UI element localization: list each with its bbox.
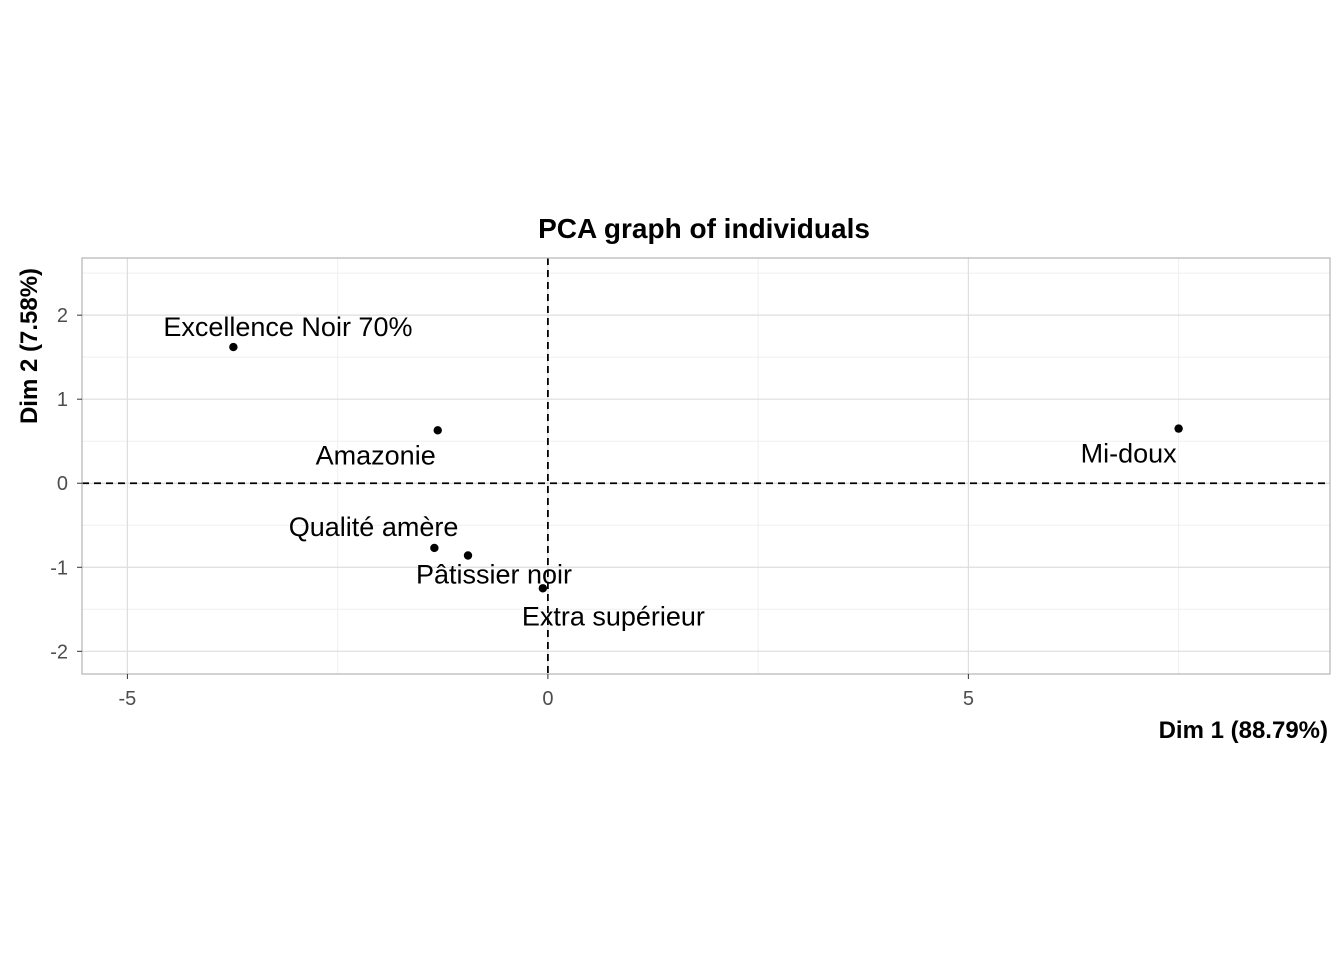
data-point [538, 584, 548, 593]
minor-gridlines [82, 258, 1330, 674]
point-label: Qualité amère [289, 512, 459, 542]
y-tick-label: 2 [57, 305, 68, 327]
data-point [463, 551, 473, 560]
y-axis-ticks: -2 -1 0 1 2 [50, 305, 82, 663]
point-label: Amazonie [316, 440, 436, 470]
data-point [1174, 424, 1183, 433]
y-tick-label: 1 [57, 389, 68, 411]
x-axis-ticks: -5 0 5 [119, 674, 974, 710]
data-points [229, 342, 1183, 593]
point-label: Excellence Noir 70% [163, 312, 412, 342]
x-axis-title: Dim 1 (88.79%) [1159, 717, 1328, 744]
chart-title: PCA graph of individuals [538, 213, 870, 244]
point-labels: Excellence Noir 70% Amazonie Mi-doux Qualit… [163, 312, 1177, 631]
data-point [430, 543, 439, 553]
data-point [229, 342, 238, 352]
x-tick-label: -5 [119, 688, 137, 710]
point-label: Extra supérieur [522, 601, 705, 631]
y-tick-label: -2 [50, 641, 68, 663]
y-tick-label: 0 [57, 473, 68, 495]
x-tick-label: 5 [963, 688, 974, 710]
data-point [433, 426, 442, 435]
y-tick-label: -1 [50, 557, 68, 579]
point-label: Pâtissier noir [416, 560, 572, 590]
reference-lines [82, 258, 1330, 674]
x-tick-label: 0 [542, 688, 553, 710]
panel-border [81, 257, 1331, 675]
y-axis-title: Dim 2 (7.58%) [16, 268, 43, 424]
point-label: Mi-doux [1081, 439, 1178, 469]
